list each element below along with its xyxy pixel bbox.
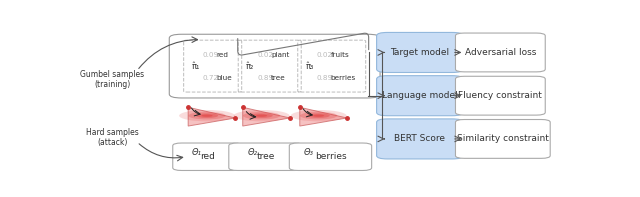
FancyBboxPatch shape (456, 33, 545, 72)
Ellipse shape (250, 113, 273, 118)
Ellipse shape (179, 110, 235, 121)
Text: berries: berries (330, 75, 356, 81)
Text: Language model: Language model (382, 91, 458, 100)
Text: 0.02: 0.02 (317, 52, 333, 58)
Text: π̂₂: π̂₂ (246, 62, 255, 71)
Text: BERT Score: BERT Score (394, 134, 445, 143)
Text: 0.89: 0.89 (257, 75, 273, 81)
Text: Gumbel samples
(training): Gumbel samples (training) (80, 70, 144, 89)
Ellipse shape (202, 114, 212, 117)
Text: tree: tree (257, 152, 275, 161)
Text: Θ₃: Θ₃ (304, 148, 314, 157)
Polygon shape (188, 107, 236, 126)
Ellipse shape (188, 112, 226, 119)
Polygon shape (300, 107, 347, 126)
Text: fruits: fruits (330, 52, 349, 58)
Text: Target model: Target model (390, 48, 449, 57)
Text: 0.02: 0.02 (257, 52, 273, 58)
Text: π̂₃: π̂₃ (306, 62, 314, 71)
FancyBboxPatch shape (376, 76, 463, 116)
Text: Similarity constraint: Similarity constraint (457, 134, 548, 143)
Text: Hard samples
(attack): Hard samples (attack) (86, 128, 139, 147)
Ellipse shape (196, 113, 218, 118)
Text: Θ₂: Θ₂ (248, 148, 258, 157)
FancyBboxPatch shape (289, 143, 372, 170)
Text: plant: plant (271, 52, 289, 58)
Text: Fluency constraint: Fluency constraint (458, 91, 542, 100)
Text: tree: tree (271, 75, 285, 81)
Text: 0.72: 0.72 (202, 75, 219, 81)
FancyBboxPatch shape (229, 143, 304, 170)
Text: Θ₁: Θ₁ (191, 148, 202, 157)
Ellipse shape (291, 110, 346, 121)
FancyBboxPatch shape (456, 120, 550, 158)
Ellipse shape (307, 113, 330, 118)
Text: 0.09: 0.09 (202, 52, 219, 58)
Ellipse shape (313, 114, 324, 117)
Ellipse shape (300, 112, 337, 119)
FancyBboxPatch shape (376, 119, 463, 159)
Ellipse shape (256, 114, 267, 117)
Text: red: red (216, 52, 228, 58)
Text: berries: berries (315, 152, 346, 161)
Text: π̂₁: π̂₁ (191, 62, 200, 71)
FancyBboxPatch shape (376, 33, 463, 72)
Text: blue: blue (216, 75, 232, 81)
Ellipse shape (234, 110, 289, 121)
Text: 0.89: 0.89 (317, 75, 333, 81)
Text: red: red (200, 152, 215, 161)
Polygon shape (243, 107, 290, 126)
Ellipse shape (243, 112, 280, 119)
FancyBboxPatch shape (456, 76, 545, 115)
FancyBboxPatch shape (173, 143, 243, 170)
Text: Adversarial loss: Adversarial loss (465, 48, 536, 57)
